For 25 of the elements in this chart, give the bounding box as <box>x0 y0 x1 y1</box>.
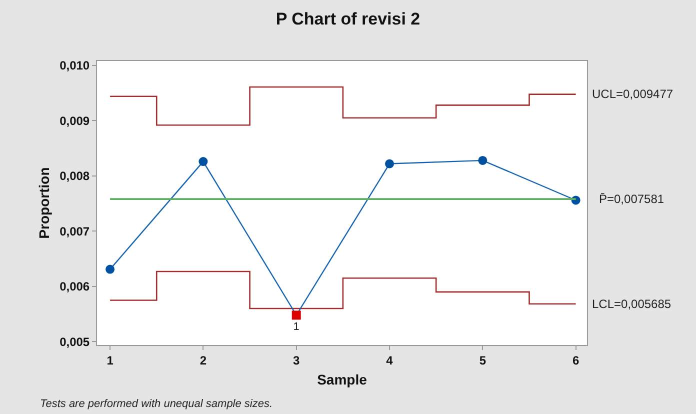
ref-line-label: P̄=0,007581 <box>599 192 664 206</box>
x-axis-title: Sample <box>317 372 368 388</box>
point <box>198 157 208 166</box>
y-tick-label: 0,006 <box>60 280 90 294</box>
y-tick-label: 0,009 <box>60 114 90 128</box>
x-tick-label: 3 <box>293 353 300 368</box>
chart-title: P Chart of revisi 2 <box>276 10 420 29</box>
point <box>292 310 301 320</box>
series-label: 1 <box>293 321 300 334</box>
x-tick-label: 4 <box>386 353 394 368</box>
y-tick-label: 0,010 <box>60 58 90 73</box>
series-label: LCL=0,005685 <box>592 297 672 311</box>
point <box>478 156 488 165</box>
point <box>106 264 115 274</box>
x-tick-label: 1 <box>106 353 114 368</box>
x-tick-label: 6 <box>572 353 580 368</box>
x-tick-label: 5 <box>479 353 486 368</box>
point <box>385 159 394 168</box>
series-label: UCL=0,009477 <box>592 87 674 101</box>
y-tick-label: 0,008 <box>60 169 90 184</box>
y-tick-label: 0,007 <box>60 224 90 238</box>
y-tick-label: 0,005 <box>60 334 90 349</box>
x-tick-label: 2 <box>200 353 207 368</box>
text: Tests are performed with unequal sample sizes. <box>40 398 273 410</box>
y-axis-title: Proportion <box>36 167 52 239</box>
